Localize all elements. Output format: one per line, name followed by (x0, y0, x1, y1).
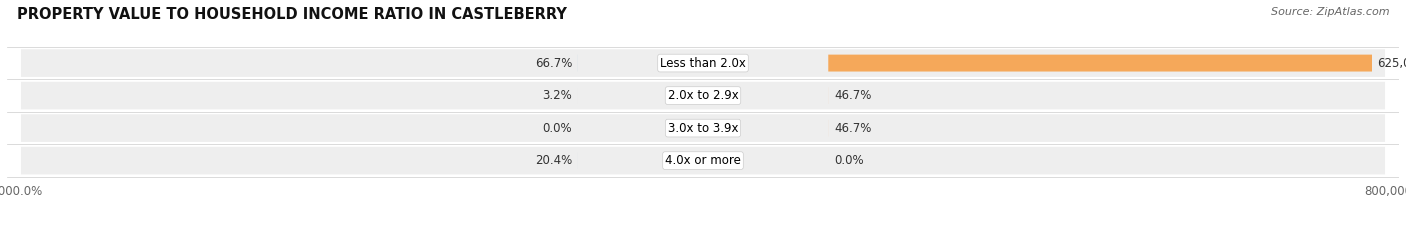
Text: 625,000.0%: 625,000.0% (1378, 57, 1406, 70)
Text: Source: ZipAtlas.com: Source: ZipAtlas.com (1271, 7, 1389, 17)
Text: 66.7%: 66.7% (534, 57, 572, 70)
FancyBboxPatch shape (21, 82, 1385, 110)
Text: 46.7%: 46.7% (834, 89, 872, 102)
Text: 0.0%: 0.0% (543, 122, 572, 135)
Text: 4.0x or more: 4.0x or more (665, 154, 741, 167)
Text: 46.7%: 46.7% (834, 122, 872, 135)
FancyBboxPatch shape (21, 49, 1385, 77)
Text: 3.2%: 3.2% (543, 89, 572, 102)
Text: 3.0x to 3.9x: 3.0x to 3.9x (668, 122, 738, 135)
FancyBboxPatch shape (21, 147, 1385, 175)
Text: 0.0%: 0.0% (834, 154, 863, 167)
Text: 2.0x to 2.9x: 2.0x to 2.9x (668, 89, 738, 102)
Text: 20.4%: 20.4% (534, 154, 572, 167)
Text: PROPERTY VALUE TO HOUSEHOLD INCOME RATIO IN CASTLEBERRY: PROPERTY VALUE TO HOUSEHOLD INCOME RATIO… (17, 7, 567, 22)
Text: Less than 2.0x: Less than 2.0x (659, 57, 747, 70)
FancyBboxPatch shape (21, 114, 1385, 142)
FancyBboxPatch shape (828, 55, 1372, 72)
